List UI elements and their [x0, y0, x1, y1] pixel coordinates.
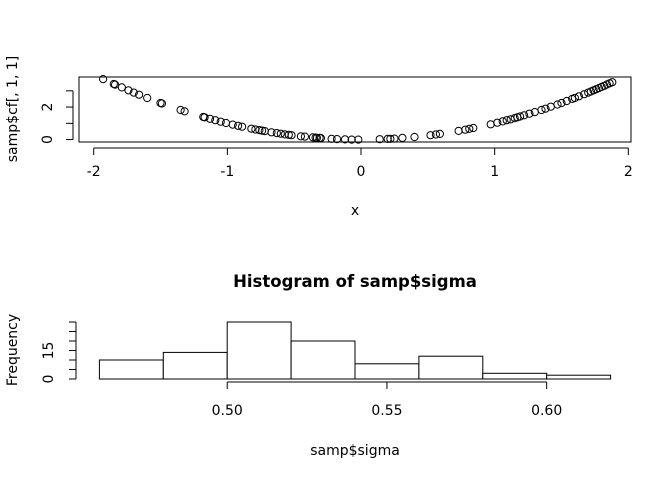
scatter-point: [276, 129, 285, 138]
histogram-bar: [546, 374, 612, 380]
scatter-point: [157, 99, 166, 108]
scatter-point: [390, 134, 399, 143]
histogram-bars: [98, 321, 612, 380]
histogram-y-axis: 0 15: [41, 321, 77, 384]
scatter-point: [143, 93, 152, 103]
scatter-y-axis-label: samp$cf[, 1, 1]: [5, 56, 21, 162]
scatter-point: [520, 111, 529, 120]
histogram-bar: [354, 363, 420, 380]
scatter-y-tick-label: 2: [40, 103, 56, 112]
scatter-point: [234, 121, 243, 130]
scatter-point: [541, 104, 550, 113]
scatter-point: [312, 133, 321, 142]
scatter-point: [398, 133, 407, 142]
scatter-panel: -2 -1 0 1 2 02 x samp$cf[, 1, 1]: [5, 56, 633, 219]
scatter-point: [410, 132, 419, 142]
scatter-point: [327, 134, 336, 143]
scatter-point: [354, 135, 363, 144]
scatter-point: [465, 124, 474, 133]
scatter-x-tick-label: 0: [357, 164, 366, 180]
scatter-point: [502, 116, 511, 125]
scatter-point: [516, 112, 525, 121]
histogram-x-axis-label: samp$sigma: [310, 443, 400, 459]
histogram-bar: [482, 372, 548, 380]
scatter-point: [180, 107, 189, 116]
scatter-x-axis-label: x: [351, 203, 359, 219]
scatter-point: [557, 98, 566, 108]
histogram-bar: [418, 355, 484, 380]
scatter-point: [461, 125, 470, 134]
histogram-bar: [162, 351, 228, 380]
histogram-bar: [290, 340, 356, 380]
scatter-point: [287, 131, 296, 140]
scatter-point: [574, 92, 584, 101]
scatter-point: [211, 116, 220, 125]
scatter-point: [124, 86, 133, 95]
histogram-y-tick-label: 0: [41, 375, 57, 384]
histogram-panel: Histogram of samp$sigma 0.50 0.55 0.60 0 15…: [5, 272, 612, 459]
scatter-y-axis: 02: [40, 90, 74, 144]
scatter-point: [537, 105, 546, 115]
scatter-point: [300, 132, 309, 141]
scatter-point: [272, 129, 281, 138]
scatter-point: [493, 118, 502, 127]
scatter-point: [238, 122, 247, 131]
scatter-x-axis: -2 -1 0 1 2: [87, 147, 633, 180]
scatter-x-tick-label: -2: [87, 164, 101, 180]
histogram-bar: [226, 321, 292, 380]
scatter-point: [284, 130, 293, 139]
scatter-x-tick-label: 2: [624, 164, 633, 180]
histogram-x-tick-label: 0.60: [531, 403, 562, 419]
scatter-point: [258, 126, 267, 135]
scatter-y-tick-label: 0: [40, 135, 56, 144]
scatter-x-tick-label: -1: [220, 164, 234, 180]
scatter-point: [111, 80, 120, 89]
scatter-point: [347, 135, 356, 144]
scatter-point: [608, 78, 617, 87]
scatter-point: [228, 120, 237, 129]
scatter-point: [486, 120, 495, 129]
scatter-point: [255, 126, 264, 135]
histogram-bar: [98, 359, 164, 380]
scatter-point: [553, 100, 562, 109]
histogram-y-axis-label: Frequency: [5, 314, 21, 386]
scatter-point: [570, 93, 580, 103]
scatter-point: [247, 124, 256, 133]
scatter-point: [375, 135, 384, 144]
histogram-x-tick-label: 0.50: [212, 403, 243, 419]
scatter-point: [435, 129, 444, 138]
scatter-point: [216, 117, 225, 126]
scatter-point: [498, 117, 507, 126]
scatter-point: [99, 75, 108, 84]
scatter-point: [431, 130, 440, 139]
scatter-point: [135, 90, 144, 99]
scatter-point: [267, 128, 276, 137]
scatter-point: [454, 126, 463, 135]
histogram-x-tick-label: 0.55: [371, 403, 402, 419]
scatter-point: [205, 114, 215, 123]
scatter-point: [562, 96, 571, 106]
scatter-point: [221, 118, 231, 128]
scatter-point: [129, 88, 138, 97]
scatter-point: [525, 109, 534, 118]
scatter-points: [99, 75, 617, 144]
scatter-point: [200, 113, 209, 122]
histogram-x-axis: 0.50 0.55 0.60: [212, 381, 562, 419]
scatter-point: [469, 123, 478, 133]
scatter-point: [332, 135, 342, 144]
scatter-point: [176, 105, 185, 115]
scatter-point: [426, 131, 435, 140]
scatter-point: [316, 134, 325, 143]
scatter-x-tick-label: 1: [490, 164, 499, 180]
scatter-point: [117, 83, 126, 92]
histogram-title: Histogram of samp$sigma: [233, 272, 477, 291]
scatter-point: [580, 90, 589, 99]
scatter-point: [296, 132, 305, 141]
histogram-y-tick-label: 15: [41, 342, 57, 360]
scatter-point: [386, 134, 395, 143]
